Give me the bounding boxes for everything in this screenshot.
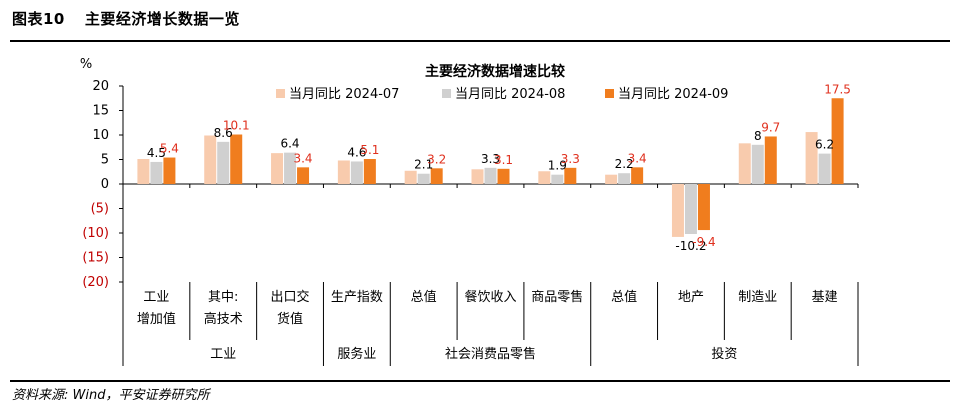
- group-label: 服务业: [337, 346, 376, 362]
- bar: [150, 161, 163, 184]
- figure-label: 图表10: [12, 10, 65, 28]
- y-tick-label: 0: [101, 177, 109, 192]
- y-tick-label: (10): [82, 226, 109, 241]
- data-label: 17.5: [824, 82, 851, 96]
- data-label: 8: [754, 129, 762, 143]
- bar: [404, 170, 417, 184]
- legend-label: 当月同比 2024-09: [618, 87, 728, 102]
- bar: [697, 184, 710, 231]
- category-label: 总值: [411, 289, 437, 305]
- bar: [271, 153, 284, 184]
- data-label: 5.4: [160, 142, 179, 156]
- bar: [163, 157, 176, 184]
- legend-swatch: [605, 89, 614, 98]
- bar: [497, 168, 510, 184]
- y-tick-label: (15): [82, 251, 109, 266]
- y-tick-label: (20): [82, 275, 109, 290]
- data-label: 3.3: [561, 152, 580, 166]
- bar: [751, 144, 764, 184]
- bar: [818, 153, 831, 184]
- bar: [684, 184, 697, 234]
- bar: [204, 135, 217, 184]
- bottom-rule: [10, 380, 950, 382]
- bar: [350, 161, 363, 184]
- y-tick-label: (5): [91, 202, 109, 217]
- bar: [137, 159, 150, 184]
- category-label: 生产指数: [331, 290, 383, 305]
- legend: 当月同比 2024-07 当月同比 2024-08 当月同比 2024-09: [276, 87, 728, 102]
- bar: [564, 167, 577, 184]
- data-label: 3.2: [427, 152, 446, 166]
- bar: [430, 168, 443, 184]
- data-label: 1.9: [548, 159, 567, 173]
- group-label: 工业: [210, 347, 236, 362]
- category-label: 工业增加值: [137, 290, 176, 327]
- data-label: 3.3: [481, 152, 500, 166]
- bar: [363, 159, 376, 184]
- data-label: 4.6: [347, 145, 366, 159]
- data-label: 3.1: [494, 153, 513, 167]
- bar: [337, 160, 350, 184]
- data-label: 3.4: [293, 151, 312, 165]
- data-labels-layer: 4.58.66.44.62.1 3.3 1.9 2.2-10.286.25.410.1…: [147, 82, 851, 253]
- group-label: 社会消费品零售: [445, 346, 536, 362]
- bar: [417, 173, 430, 184]
- bar: [831, 98, 844, 184]
- category-label: 制造业: [738, 290, 777, 305]
- bar: [805, 132, 818, 184]
- category-label: 总值: [611, 289, 637, 305]
- data-label: 10.1: [223, 119, 250, 133]
- bar: [538, 171, 551, 184]
- group-label: 投资: [711, 346, 737, 362]
- y-tick-label: 20: [92, 79, 109, 94]
- bar: [605, 174, 618, 184]
- data-label: -10.2: [675, 239, 706, 253]
- bar: [671, 184, 684, 237]
- legend-swatch: [276, 89, 285, 98]
- top-rule: [10, 40, 950, 42]
- data-label: 2.1: [414, 158, 433, 172]
- category-label: 出口交货值: [271, 289, 310, 327]
- data-label: 4.5: [147, 146, 166, 160]
- y-tick-label: 5: [101, 153, 109, 168]
- legend-label: 当月同比 2024-08: [455, 87, 565, 102]
- data-label: 5.1: [360, 143, 379, 157]
- bar: [230, 134, 243, 184]
- legend-label: 当月同比 2024-07: [289, 87, 399, 102]
- axes-layer: 20 15 10 5 0 (5) (10) (15) (20): [82, 79, 859, 366]
- bar: [738, 143, 751, 184]
- data-label: 6.2: [815, 138, 834, 152]
- data-label: 6.4: [280, 137, 299, 151]
- category-label: 其中:高技术: [204, 290, 243, 327]
- bar: [618, 173, 631, 184]
- y-tick-label: 10: [92, 128, 109, 143]
- y-axis-unit: %: [80, 57, 92, 72]
- bars-layer: [137, 98, 844, 237]
- legend-swatch: [442, 89, 451, 98]
- bar: [284, 152, 297, 184]
- data-label: 9.7: [761, 120, 780, 134]
- category-label: 地产: [678, 290, 704, 305]
- bar: [297, 167, 310, 184]
- bar: [471, 169, 484, 184]
- bar: [631, 167, 644, 184]
- category-label: 商品零售: [531, 289, 583, 305]
- data-label: -9.4: [692, 235, 715, 249]
- bar: [551, 174, 564, 184]
- bar: [764, 136, 777, 184]
- data-label: 8.6: [214, 126, 233, 140]
- data-label: 3.4: [628, 151, 647, 165]
- chart-title: 主要经济数据增速比较: [425, 63, 565, 80]
- bar: [217, 141, 230, 184]
- figure-title-text: 主要经济增长数据一览: [84, 10, 240, 28]
- data-label: 2.2: [615, 157, 634, 171]
- category-label: 基建: [812, 290, 838, 305]
- bar: [484, 167, 497, 184]
- category-label: 餐饮收入: [464, 289, 516, 305]
- y-tick-label: 15: [92, 104, 109, 119]
- source-note: 资料来源: Wind，平安证券研究所: [12, 388, 210, 403]
- figure-title: 图表10 主要经济增长数据一览: [12, 8, 240, 29]
